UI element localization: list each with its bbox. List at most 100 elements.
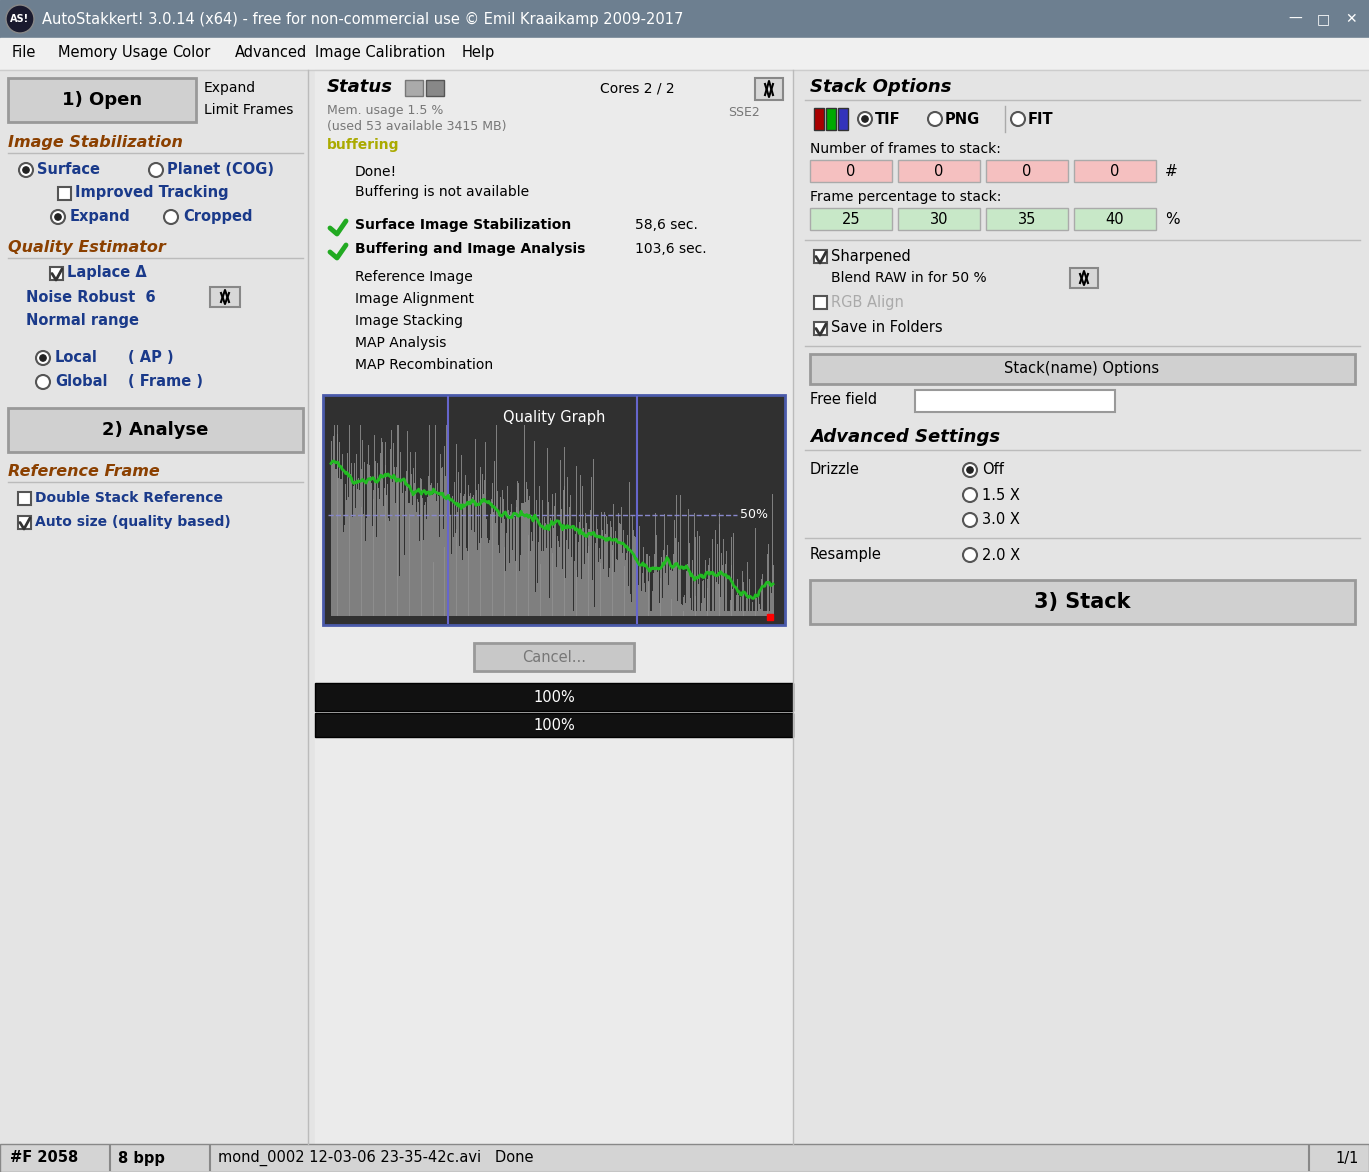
Text: Image Alignment: Image Alignment — [355, 292, 474, 306]
Text: Surface: Surface — [37, 163, 100, 177]
Bar — [810, 161, 893, 182]
Bar — [323, 395, 784, 625]
Bar — [815, 297, 827, 309]
Text: Cores 2 / 2: Cores 2 / 2 — [600, 81, 675, 95]
Text: Image Stabilization: Image Stabilization — [8, 135, 183, 150]
Bar — [315, 713, 793, 737]
Text: Cropped: Cropped — [183, 210, 252, 225]
Circle shape — [1010, 113, 1025, 127]
Text: 25: 25 — [842, 211, 860, 226]
Text: AutoStakkert! 3.0.14 (x64) - free for non-commercial use © Emil Kraaikamp 2009-2: AutoStakkert! 3.0.14 (x64) - free for no… — [42, 12, 683, 27]
Text: #: # — [1165, 164, 1177, 178]
Text: RGB Align: RGB Align — [831, 294, 904, 309]
Text: 1) Open: 1) Open — [62, 91, 142, 109]
Bar — [426, 80, 444, 96]
Text: Quality Graph: Quality Graph — [502, 410, 605, 425]
Text: Memory Usage: Memory Usage — [57, 45, 167, 60]
Bar — [1075, 207, 1155, 230]
Text: 2.0 X: 2.0 X — [982, 547, 1020, 563]
Text: —: — — [1288, 12, 1302, 26]
Text: Help: Help — [461, 45, 496, 60]
Text: 1/1: 1/1 — [1336, 1151, 1359, 1165]
Circle shape — [23, 166, 29, 173]
Text: SSE2: SSE2 — [728, 105, 760, 118]
Text: Done!: Done! — [355, 165, 397, 179]
Bar — [0, 1144, 1369, 1172]
Text: Status: Status — [327, 79, 393, 96]
Text: Mem. usage 1.5 %: Mem. usage 1.5 % — [327, 104, 444, 117]
Bar — [914, 390, 1114, 413]
Text: Free field: Free field — [810, 393, 878, 408]
Text: 1.5 X: 1.5 X — [982, 488, 1020, 503]
Bar — [209, 287, 240, 307]
Text: #F 2058: #F 2058 — [10, 1151, 78, 1165]
Text: Auto size (quality based): Auto size (quality based) — [36, 515, 231, 529]
Text: ( AP ): ( AP ) — [127, 350, 174, 366]
Text: 0: 0 — [934, 164, 943, 178]
Text: 3.0 X: 3.0 X — [982, 512, 1020, 527]
Text: 0: 0 — [1023, 164, 1032, 178]
Text: ( Frame ): ( Frame ) — [127, 375, 203, 389]
Text: Advanced: Advanced — [235, 45, 307, 60]
Text: Laplace Δ: Laplace Δ — [67, 266, 146, 280]
Text: Noise Robust  6: Noise Robust 6 — [26, 289, 156, 305]
Circle shape — [149, 163, 163, 177]
Text: 100%: 100% — [533, 717, 575, 732]
Text: Reference Frame: Reference Frame — [8, 464, 160, 479]
Circle shape — [967, 466, 973, 473]
Text: 0: 0 — [1110, 164, 1120, 178]
Bar — [405, 80, 423, 96]
Text: TIF: TIF — [875, 111, 901, 127]
Text: PNG: PNG — [945, 111, 980, 127]
Text: 8 bpp: 8 bpp — [118, 1151, 164, 1165]
Text: Reference Image: Reference Image — [355, 270, 472, 284]
Text: Buffering and Image Analysis: Buffering and Image Analysis — [355, 241, 586, 255]
Bar — [18, 492, 31, 505]
Bar — [815, 250, 827, 263]
Bar — [754, 79, 783, 100]
Bar — [815, 322, 827, 335]
Circle shape — [962, 463, 977, 477]
Text: FIT: FIT — [1028, 111, 1054, 127]
Bar — [474, 643, 634, 672]
Text: Number of frames to stack:: Number of frames to stack: — [810, 142, 1001, 156]
Text: Global: Global — [55, 375, 108, 389]
Text: Limit Frames: Limit Frames — [204, 103, 293, 117]
Text: Off: Off — [982, 463, 1003, 477]
Text: 2) Analyse: 2) Analyse — [101, 421, 208, 440]
Circle shape — [5, 5, 34, 33]
Text: Frame percentage to stack:: Frame percentage to stack: — [810, 190, 1001, 204]
Circle shape — [928, 113, 942, 127]
Circle shape — [55, 213, 62, 220]
Bar — [315, 70, 793, 1144]
Bar — [51, 267, 63, 280]
Text: ✕: ✕ — [1346, 12, 1357, 26]
Circle shape — [36, 350, 51, 364]
Text: Sharpened: Sharpened — [831, 248, 910, 264]
Text: Image Calibration: Image Calibration — [315, 45, 445, 60]
Bar — [0, 0, 1369, 38]
Circle shape — [858, 113, 872, 127]
Text: Planet (COG): Planet (COG) — [167, 163, 274, 177]
Bar — [18, 516, 31, 529]
Text: MAP Recombination: MAP Recombination — [355, 357, 493, 372]
Bar — [826, 108, 836, 130]
Text: (used 53 available 3415 MB): (used 53 available 3415 MB) — [327, 120, 507, 132]
Text: Stack Options: Stack Options — [810, 79, 951, 96]
Circle shape — [164, 210, 178, 224]
Text: Buffering is not available: Buffering is not available — [355, 185, 530, 199]
Bar — [315, 683, 793, 711]
Bar — [986, 207, 1068, 230]
Bar — [0, 38, 1369, 70]
Bar — [8, 408, 303, 452]
Text: 0: 0 — [846, 164, 856, 178]
Text: 103,6 sec.: 103,6 sec. — [635, 241, 706, 255]
Text: Color: Color — [172, 45, 211, 60]
Text: 30: 30 — [930, 211, 949, 226]
Bar — [810, 580, 1355, 624]
Circle shape — [962, 548, 977, 563]
Text: Quality Estimator: Quality Estimator — [8, 240, 166, 255]
Circle shape — [40, 355, 47, 361]
Text: Stack(name) Options: Stack(name) Options — [1005, 361, 1160, 376]
Text: 50%: 50% — [741, 509, 768, 522]
